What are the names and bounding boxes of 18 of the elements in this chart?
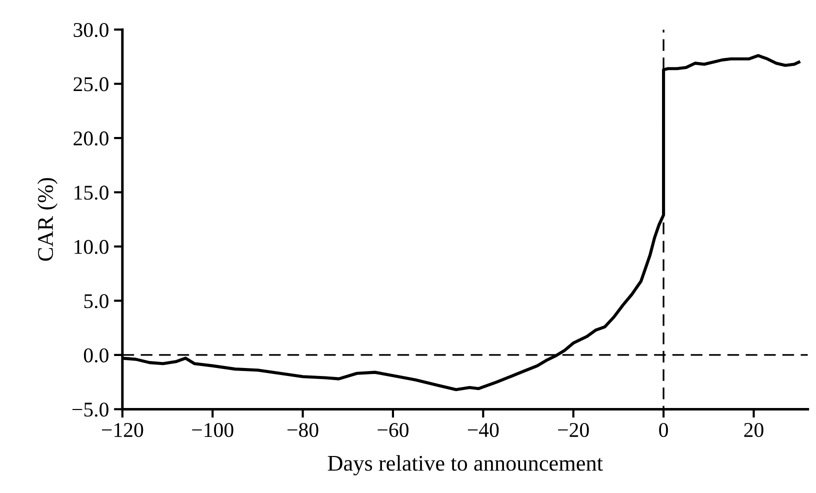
x-tick-label: −120 xyxy=(102,422,144,438)
y-tick-label: 15.0 xyxy=(74,186,108,200)
y-tick-label: 5.0 xyxy=(84,294,108,308)
x-axis-title: Days relative to announcement xyxy=(328,455,603,476)
y-tick-label: 30.0 xyxy=(74,22,108,38)
y-axis-title: CAR (%) xyxy=(37,178,58,261)
x-tick-label: 0 xyxy=(659,422,668,438)
y-tick-label: 10.0 xyxy=(74,240,108,254)
y-tick-label: 0.0 xyxy=(84,348,108,362)
y-tick-label: 20.0 xyxy=(74,131,108,146)
x-tick-label: −60 xyxy=(378,422,408,438)
y-tick-label: 25.0 xyxy=(74,77,108,92)
x-tick-label: −40 xyxy=(468,422,499,438)
x-tick-label: 20 xyxy=(744,422,764,438)
x-tick-label: −80 xyxy=(288,422,318,438)
x-tick-label: −20 xyxy=(558,422,589,438)
y-tick-label: −5.0 xyxy=(72,402,108,417)
x-tick-label: −100 xyxy=(192,422,234,438)
